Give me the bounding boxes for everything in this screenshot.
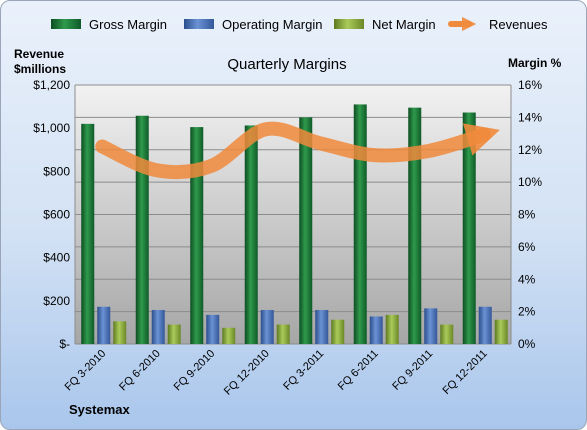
right-tick-label: 16% <box>518 78 542 92</box>
bar-gross-margin <box>462 112 476 344</box>
left-axis-title-line2: $millions <box>14 62 66 76</box>
category-label: FQ 9-2011 <box>390 348 435 393</box>
category-labels: FQ 3-2010 FQ 6-2010 FQ 9-2010 FQ 12-2010 FQ … <box>63 348 490 398</box>
bar-operating-margin <box>260 310 274 344</box>
left-tick-label: $800 <box>43 164 70 178</box>
bar-operating-margin <box>478 306 492 344</box>
legend-swatch-gross-margin <box>51 19 81 29</box>
category-label: FQ 3-2011 <box>281 348 326 393</box>
right-tick-label: 8% <box>518 208 536 222</box>
chart-title: Quarterly Margins <box>227 56 346 73</box>
left-tick-label: $- <box>59 337 70 351</box>
category-label: FQ 6-2011 <box>336 348 381 393</box>
revenue-line <box>95 121 500 180</box>
right-axis-ticks: 0% 2% 4% 6% 8% 10% 12% 14% 16% <box>518 78 542 351</box>
legend-item-revenues: Revenues <box>448 16 548 32</box>
legend-item-gross-margin: Gross Margin <box>51 17 167 32</box>
bar-gross-margin <box>244 125 258 344</box>
legend-item-net-margin: Net Margin <box>334 17 436 32</box>
category-label: FQ 12-2011 <box>440 348 489 397</box>
category-label: FQ 12-2010 <box>222 348 272 398</box>
legend-label-gross-margin: Gross Margin <box>89 17 167 32</box>
right-tick-label: 0% <box>518 337 536 351</box>
revenue-point <box>319 142 321 144</box>
bar-operating-margin <box>206 314 220 344</box>
bar-net-margin <box>222 327 236 344</box>
left-axis-title-line1: Revenue <box>14 47 64 61</box>
bar-net-margin <box>276 324 290 344</box>
category-label: FQ 9-2010 <box>172 348 218 394</box>
legend-swatch-operating-margin <box>184 19 214 29</box>
legend-item-operating-margin: Operating Margin <box>184 17 322 32</box>
left-tick-label: $200 <box>43 294 70 308</box>
legend-swatch-net-margin <box>334 19 364 29</box>
bar-net-margin <box>494 319 508 344</box>
bar-net-margin <box>167 324 181 344</box>
left-tick-label: $1,000 <box>33 121 70 135</box>
left-axis-ticks: $- $200 $400 $600 $800 $1,000 $1,200 <box>33 78 70 351</box>
revenue-point <box>428 150 430 152</box>
bar-gross-margin <box>353 104 367 344</box>
bar-net-margin <box>113 321 127 344</box>
bar-operating-margin <box>97 306 111 344</box>
category-label: FQ 6-2010 <box>117 348 163 394</box>
left-tick-label: $400 <box>43 251 70 265</box>
left-tick-label: $600 <box>43 208 70 222</box>
revenue-line-path <box>95 121 500 180</box>
right-tick-label: 14% <box>518 110 542 124</box>
right-tick-label: 2% <box>518 305 536 319</box>
revenue-point <box>483 134 485 136</box>
revenue-point <box>156 169 158 171</box>
bar-gross-margin <box>299 117 313 344</box>
revenue-point <box>210 165 212 167</box>
legend-label-operating-margin: Operating Margin <box>222 17 322 32</box>
legend: Gross Margin Operating Margin Net Margin… <box>51 16 548 32</box>
right-tick-label: 10% <box>518 175 542 189</box>
right-tick-label: 4% <box>518 272 536 286</box>
right-tick-label: 12% <box>518 143 542 157</box>
bar-net-margin <box>440 324 454 344</box>
revenue-point <box>265 128 267 130</box>
bar-gross-margin <box>135 115 149 344</box>
bar-net-margin <box>385 314 399 344</box>
bar-gross-margin <box>190 127 204 345</box>
bar-gross-margin <box>408 107 422 344</box>
bar-operating-margin <box>369 316 383 344</box>
revenue-point <box>374 154 376 156</box>
legend-label-revenues: Revenues <box>489 17 548 32</box>
revenue-point <box>101 146 103 148</box>
bar-operating-margin <box>424 308 438 344</box>
bar-gross-margin <box>81 123 95 344</box>
bar-operating-margin <box>315 310 329 344</box>
left-tick-label: $1,200 <box>33 78 70 92</box>
company-label: Systemax <box>69 402 130 417</box>
bar-net-margin <box>331 319 345 344</box>
right-tick-label: 6% <box>518 240 536 254</box>
right-axis-title: Margin % <box>508 56 562 70</box>
category-label: FQ 3-2010 <box>63 348 109 394</box>
legend-label-net-margin: Net Margin <box>372 17 436 32</box>
bar-operating-margin <box>151 310 165 344</box>
